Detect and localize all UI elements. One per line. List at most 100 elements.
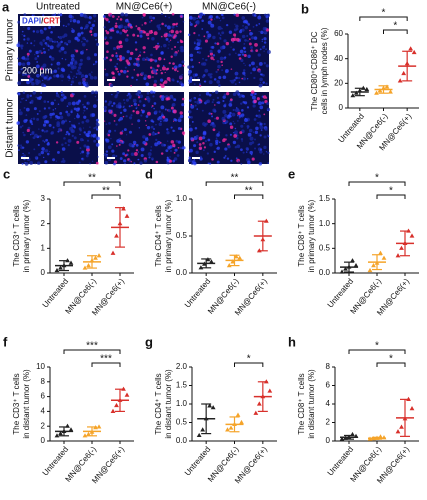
micrograph [103,90,186,166]
cell-texture [46,152,50,156]
cell-texture [96,99,99,101]
x-tick-label: Untreated [41,277,70,310]
cell-texture [19,108,22,111]
cell-texture [203,146,207,149]
cell-texture [236,144,241,149]
cell-texture [116,139,121,143]
significance-bracket [91,194,121,199]
cell-texture [241,28,245,32]
cell-texture [209,123,213,126]
cell-texture [135,78,138,81]
cell-texture [167,145,169,147]
cell-texture [76,140,80,144]
cell-texture [128,94,132,98]
cell-texture [105,123,108,125]
cell-texture [247,132,252,137]
cell-texture [208,93,212,97]
cell-texture [208,162,212,165]
cell-texture [143,74,148,78]
cell-texture [232,108,235,112]
cell-texture [83,144,87,148]
cell-texture [202,136,206,140]
cell-texture [44,42,48,45]
cell-texture [35,30,40,34]
cell-texture [19,125,23,129]
cell-texture [133,62,137,66]
cell-texture [86,145,90,149]
cell-texture [201,109,204,112]
cell-texture [93,53,98,57]
cell-texture [25,140,30,144]
cell-texture [155,123,157,126]
column-header: Untreated [36,2,80,13]
cell-texture [249,136,254,141]
cell-texture [219,37,222,40]
cell-texture [235,24,239,28]
cell-texture [188,110,192,114]
cell-texture [80,40,83,43]
cell-texture [93,139,97,143]
cell-texture [23,119,28,123]
cell-texture [104,108,107,112]
cell-texture [130,161,132,163]
cell-texture [88,16,93,20]
cell-texture [49,45,54,50]
cell-texture [84,38,86,41]
cell-texture [194,73,198,77]
cell-texture [157,144,159,146]
cell-texture [168,16,170,19]
cell-texture [166,158,170,162]
cell-texture [263,50,265,52]
cell-texture [259,14,261,16]
cell-texture [115,22,118,25]
cell-texture [104,100,108,103]
cell-texture [128,159,132,163]
data-point [235,412,241,417]
cell-texture [115,104,120,109]
cell-texture [147,111,151,116]
cell-texture [119,44,123,49]
cell-texture [249,29,251,32]
cell-texture [160,152,164,155]
cell-texture [137,90,142,95]
cell-texture [245,147,249,151]
cell-texture [160,35,163,38]
cell-texture [126,34,129,37]
data-point [239,419,244,425]
cell-texture [153,128,155,130]
cell-texture [89,30,93,34]
cell-texture [78,81,82,85]
cell-texture [212,128,216,132]
cell-texture [220,13,223,16]
panel-label: e [288,166,295,181]
cell-texture [248,64,252,67]
cell-texture [76,113,79,115]
cell-texture [207,55,210,58]
cell-texture [39,134,42,138]
cell-texture [193,32,196,35]
cell-texture [229,133,232,136]
cell-texture [254,147,257,150]
cell-texture [126,70,129,73]
column-header: MN@Ce6(-) [202,2,256,13]
cell-texture [135,143,139,147]
data-point [110,250,116,255]
cell-texture [114,129,117,132]
cell-texture [93,32,98,37]
cell-texture [173,118,177,122]
cell-texture [133,102,137,106]
cell-texture [266,102,270,106]
cell-texture [24,73,27,76]
legend-entry: CRT [43,17,60,26]
cell-texture [108,121,111,125]
cell-texture [202,57,204,60]
cell-texture [252,104,256,108]
scale-label: 200 μm [22,65,52,75]
cell-texture [26,42,29,44]
cell-texture [235,90,240,95]
cell-texture [106,31,110,35]
cell-texture [154,44,159,49]
cell-texture [48,55,52,59]
cell-texture [66,105,69,107]
cell-texture [261,38,264,41]
